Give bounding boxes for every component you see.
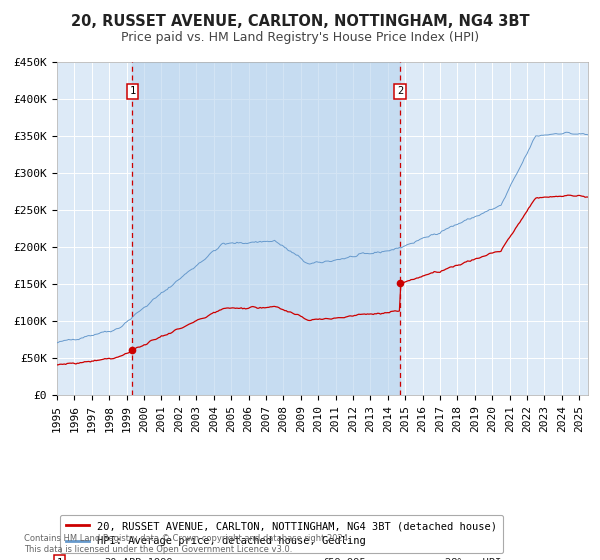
Legend: 20, RUSSET AVENUE, CARLTON, NOTTINGHAM, NG4 3BT (detached house), HPI: Average p: 20, RUSSET AVENUE, CARLTON, NOTTINGHAM, … xyxy=(59,515,503,553)
Text: This data is licensed under the Open Government Licence v3.0.: This data is licensed under the Open Gov… xyxy=(24,545,292,554)
Text: 1: 1 xyxy=(56,558,63,560)
Text: £59,995: £59,995 xyxy=(323,558,366,560)
Text: 2: 2 xyxy=(397,86,403,96)
Bar xyxy=(133,62,400,395)
Text: 1: 1 xyxy=(129,86,136,96)
Text: 30-APR-1999: 30-APR-1999 xyxy=(105,558,173,560)
Text: Price paid vs. HM Land Registry's House Price Index (HPI): Price paid vs. HM Land Registry's House … xyxy=(121,31,479,44)
Text: Contains HM Land Registry data © Crown copyright and database right 2024.: Contains HM Land Registry data © Crown c… xyxy=(24,534,350,543)
Text: 28% ↓ HPI: 28% ↓ HPI xyxy=(445,558,501,560)
Text: 20, RUSSET AVENUE, CARLTON, NOTTINGHAM, NG4 3BT: 20, RUSSET AVENUE, CARLTON, NOTTINGHAM, … xyxy=(71,14,529,29)
